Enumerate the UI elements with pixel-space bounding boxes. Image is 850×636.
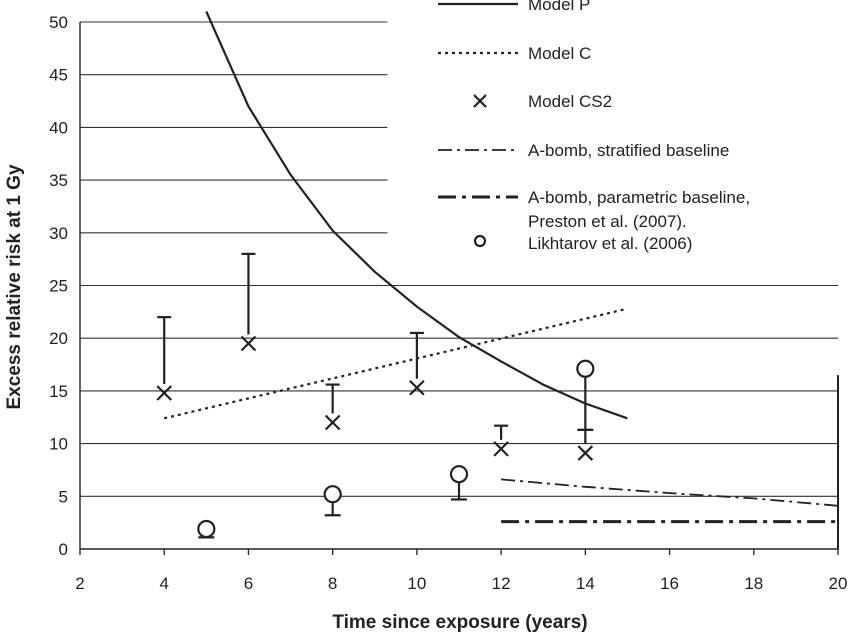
y-axis-title: Excess relative risk at 1 Gy [4,164,25,409]
series-likhtarov-et-al-2006 [197,359,595,539]
series-model-cs2 [156,252,594,461]
legend-label: Preston et al. (2007). [528,212,687,231]
circle-marker [449,465,469,484]
y-tick-label: 45 [49,66,68,85]
y-tick-label: 50 [49,13,68,32]
x-axis-title: Time since exposure (years) [332,612,587,633]
legend-item: Model P [438,0,590,14]
series-model-c [163,307,628,420]
legend-item: A-bomb, stratified baseline [438,141,729,160]
circle-marker [197,519,216,539]
series-line [205,11,628,420]
x-marker-stroke [156,385,173,401]
legend: Model P Model C Model CS2 A-bomb, stratifie… [438,0,750,253]
y-tick-label: 0 [59,540,68,559]
x-tick-label: 2 [75,574,84,593]
x-tick-label: 14 [576,574,595,593]
legend-item: Model CS2 [473,92,612,111]
y-tick-label: 40 [49,118,68,137]
gridlines [80,21,838,497]
legend-label: A-bomb, parametric baseline, [528,188,750,207]
x-marker-stroke [409,379,425,396]
legend-item: Model C [438,44,591,63]
circle-marker [323,485,342,504]
y-tick-label: 15 [49,382,68,401]
x-tick-label: 12 [492,574,511,593]
y-tick-label: 30 [49,224,68,243]
series-layer [156,11,839,539]
legend-label: Model CS2 [528,92,612,111]
x-marker-stroke [240,335,257,352]
y-tick-label: 5 [59,487,68,506]
series-a-bomb-stratified-baseline [501,478,839,507]
x-tick-label: 4 [159,574,168,593]
x-axis-ticks: 2 4 6 8 10 12 14 16 18 20 [75,574,847,593]
series-model-p [205,11,628,420]
x-marker-stroke [493,441,509,457]
legend-label: Likhtarov et al. (2006) [528,234,692,253]
series-line [163,307,628,420]
legend-label: Model P [528,0,590,14]
x-marker-stroke [577,445,594,461]
y-axis-ticks: 0 5 10 15 20 25 30 35 40 45 50 [49,13,68,559]
y-tick-label: 20 [49,329,68,348]
axes [79,22,839,555]
y-tick-label: 10 [49,435,68,454]
legend-item: A-bomb, parametric baseline, Preston et a… [438,188,750,231]
x-tick-label: 6 [244,574,253,593]
y-tick-label: 35 [49,171,68,190]
x-marker-stroke [473,94,487,108]
x-tick-label: 8 [328,574,337,593]
x-marker-stroke [324,414,341,431]
series-line [501,478,839,507]
x-tick-label: 16 [660,574,679,593]
legend-label: Model C [528,44,591,63]
circle-marker [576,359,595,378]
x-tick-label: 18 [744,574,763,593]
x-tick-label: 10 [407,574,426,593]
x-tick-label: 20 [829,574,848,593]
y-tick-label: 25 [49,277,68,296]
circle-marker [473,234,487,248]
legend-item: Likhtarov et al. (2006) [473,234,692,253]
legend-label: A-bomb, stratified baseline [528,141,729,160]
